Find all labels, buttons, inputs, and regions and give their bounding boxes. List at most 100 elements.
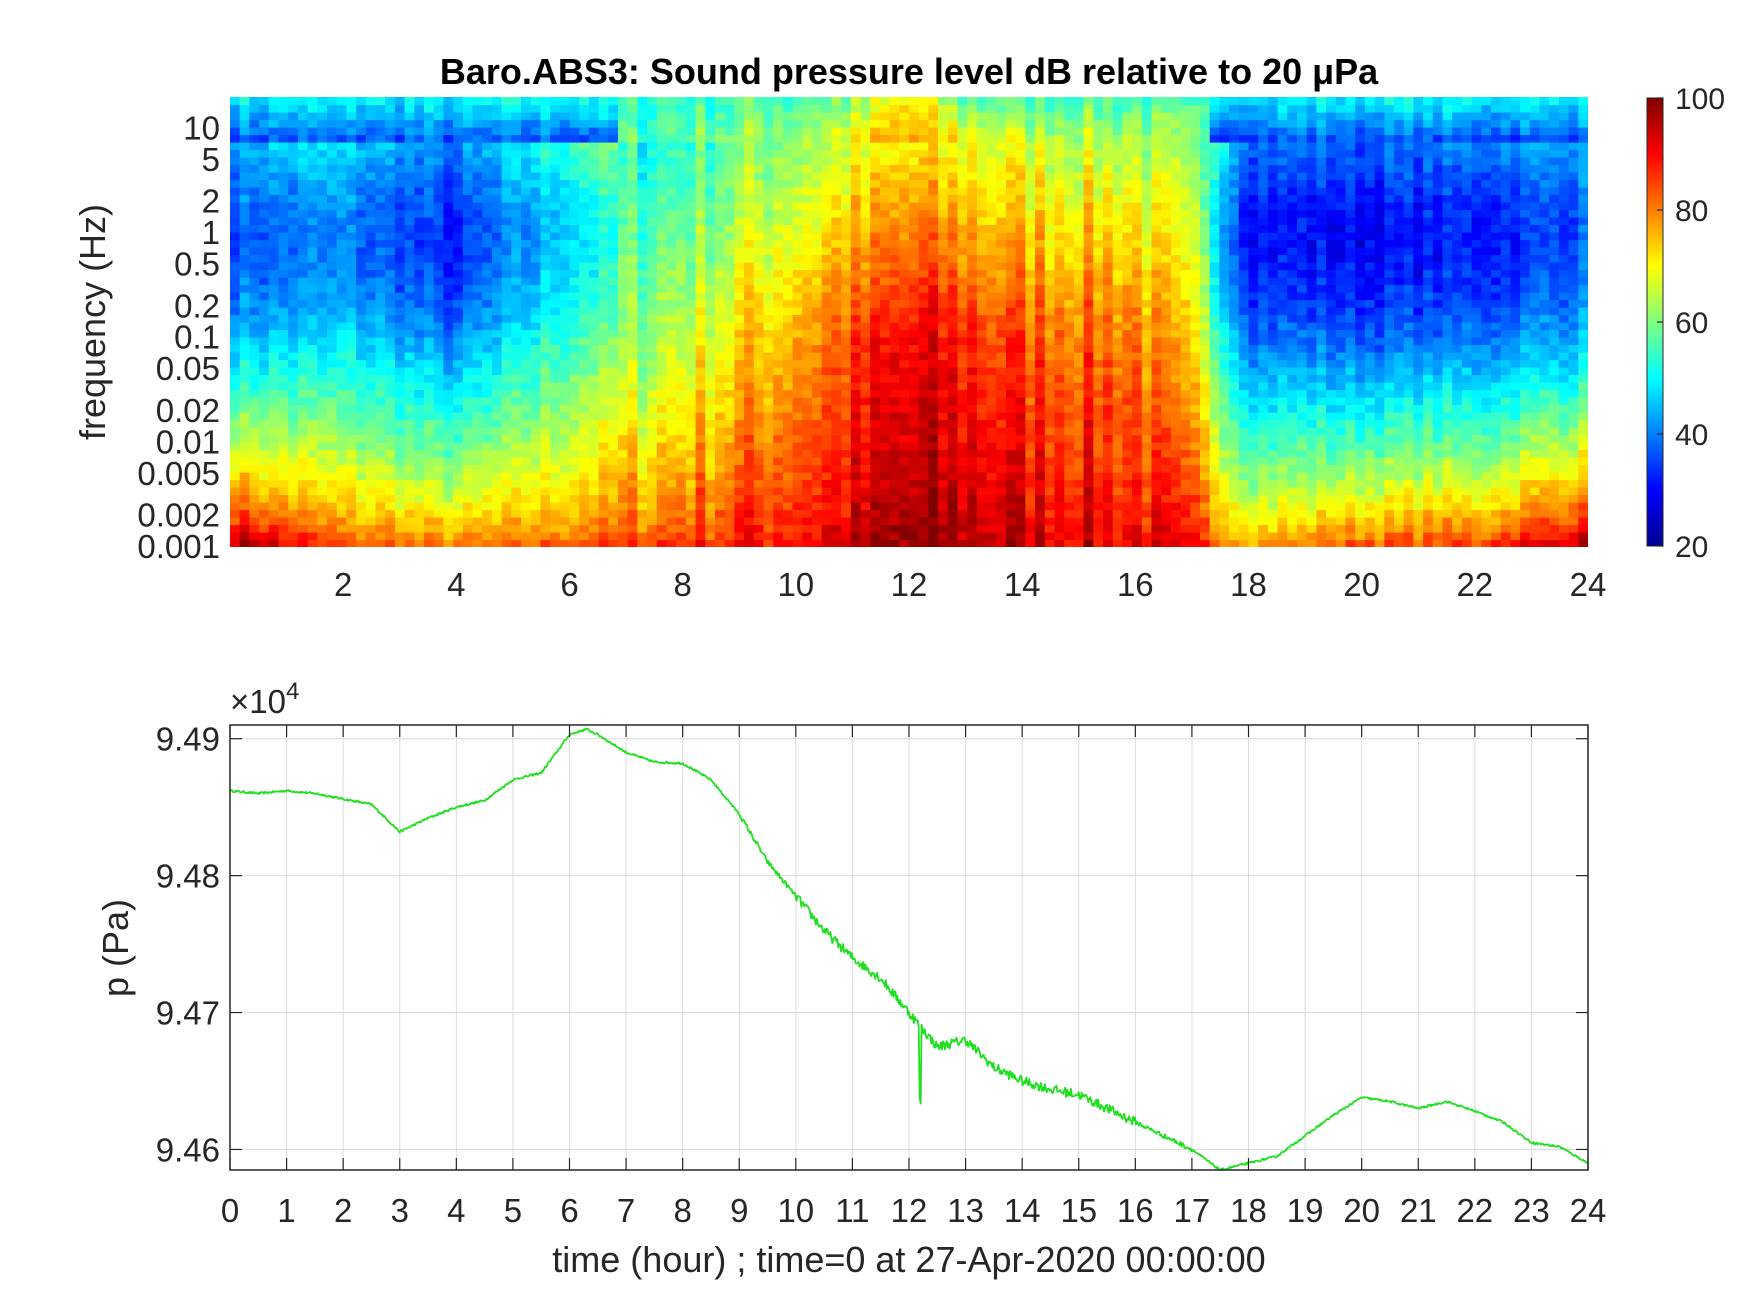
heatmap-cell [394, 442, 406, 451]
heatmap-cell [511, 239, 522, 248]
heatmap-cell [870, 149, 881, 158]
heatmap-cell [579, 337, 590, 346]
heatmap-cell [297, 382, 309, 391]
heatmap-cell [433, 509, 444, 518]
heatmap-cell [327, 337, 338, 346]
heatmap-cell [879, 269, 891, 278]
heatmap-cell [976, 434, 988, 443]
heatmap-cell [559, 209, 571, 218]
heatmap-cell [414, 307, 425, 316]
heatmap-cell [579, 194, 590, 203]
heatmap-cell [802, 157, 813, 166]
heatmap-cell [288, 119, 299, 128]
heatmap-cell [695, 427, 706, 436]
heatmap-cell [695, 97, 706, 106]
heatmap-cell [1025, 397, 1036, 406]
heatmap-cell [618, 224, 629, 233]
heatmap-cell [676, 97, 687, 106]
heatmap-cell [569, 224, 580, 233]
heatmap-cell [443, 172, 454, 181]
heatmap-cell [540, 322, 551, 331]
heatmap-cell [647, 322, 658, 331]
heatmap-cell [782, 322, 794, 331]
heatmap-cell [724, 202, 735, 211]
heatmap-cell [569, 269, 580, 278]
heatmap-cell [307, 502, 318, 511]
heatmap-cell [705, 104, 716, 113]
heatmap-cell [579, 457, 590, 466]
heatmap-cell [676, 389, 687, 398]
heatmap-cell [1025, 344, 1036, 353]
heatmap-cell [491, 239, 503, 248]
heatmap-cell [695, 322, 706, 331]
heatmap-cell [569, 202, 580, 211]
heatmap-cell [491, 337, 503, 346]
heatmap-cell [297, 209, 309, 218]
heatmap-cell [909, 247, 920, 256]
heatmap-cell [821, 157, 832, 166]
heatmap-cell [734, 359, 745, 368]
heatmap-cell [782, 254, 794, 263]
heatmap-cell [259, 404, 270, 413]
heatmap-cell [569, 112, 580, 121]
heatmap-cell [424, 134, 435, 143]
heatmap-cell [1025, 262, 1036, 271]
heatmap-cell [356, 314, 367, 323]
heatmap-cell [394, 179, 406, 188]
heatmap-cell [627, 247, 638, 256]
heatmap-cell [986, 539, 997, 547]
heatmap-cell [724, 427, 735, 436]
heatmap-cell [375, 149, 386, 158]
heatmap-cell [666, 262, 677, 271]
heatmap-cell [375, 532, 386, 541]
heatmap-cell [501, 494, 512, 503]
heatmap-cell [511, 202, 522, 211]
heatmap-cell [1025, 104, 1036, 113]
heatmap-cell [356, 539, 367, 547]
heatmap-cell [414, 442, 425, 451]
heatmap-cell [860, 449, 871, 458]
heatmap-cell [297, 119, 309, 128]
heatmap-cell [569, 472, 580, 481]
heatmap-cell [637, 494, 648, 503]
heatmap-cell [472, 359, 483, 368]
heatmap-cell [860, 419, 871, 428]
heatmap-cell [530, 494, 541, 503]
heatmap-cell [259, 172, 270, 181]
heatmap-cell [317, 172, 328, 181]
heatmap-cell [559, 434, 571, 443]
heatmap-cell [307, 397, 318, 406]
heatmap-cell [666, 194, 677, 203]
heatmap-cell [860, 517, 871, 526]
heatmap-cell [812, 419, 823, 428]
heatmap-cell [288, 479, 299, 488]
heatmap-cell [259, 382, 270, 391]
heatmap-cell [540, 487, 551, 496]
heatmap-cell [957, 194, 968, 203]
heatmap-cell [491, 112, 503, 121]
heatmap-cell [404, 112, 415, 121]
heatmap-cell [918, 427, 929, 436]
heatmap-cell [453, 149, 464, 158]
heatmap-cell [356, 97, 367, 106]
heatmap-cell [259, 119, 270, 128]
heatmap-cell [627, 472, 638, 481]
heatmap-cell [812, 97, 823, 106]
heatmap-cell [230, 337, 241, 346]
heatmap-cell [879, 337, 891, 346]
heatmap-cell [230, 472, 241, 481]
heatmap-cell [967, 254, 978, 263]
heatmap-cell [433, 442, 444, 451]
heatmap-cell [356, 412, 367, 421]
heatmap-cell [734, 149, 745, 158]
heatmap-cell [763, 539, 774, 547]
heatmap-cell [482, 209, 493, 218]
heatmap-cell [899, 344, 910, 353]
heatmap-cell [637, 277, 648, 286]
heatmap-cell [327, 232, 338, 241]
heatmap-cell [588, 472, 600, 481]
heatmap-cell [753, 277, 765, 286]
heatmap-cell [753, 539, 765, 547]
heatmap-cell [705, 472, 716, 481]
heatmap-cell [1006, 97, 1017, 106]
